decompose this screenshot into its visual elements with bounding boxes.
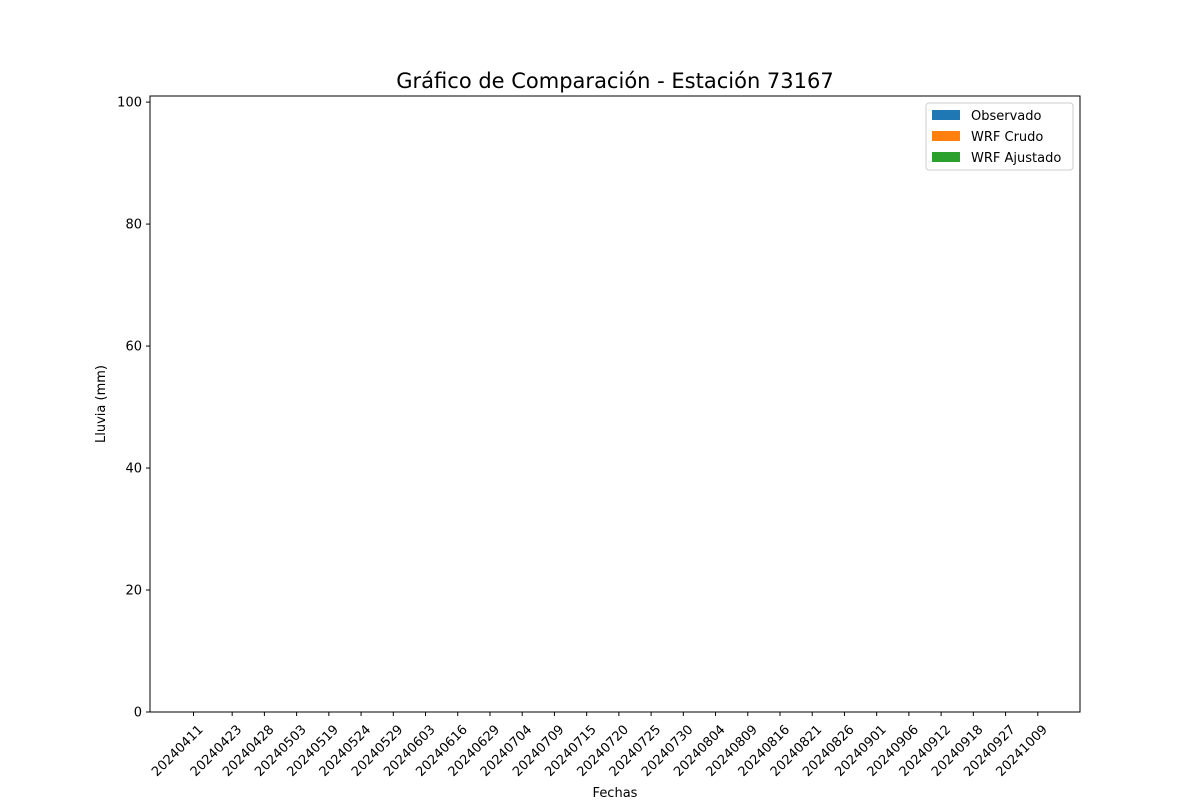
legend-box: [925, 102, 1074, 171]
legend-swatch: [932, 110, 960, 120]
legend-swatch: [932, 131, 960, 141]
legend-swatch: [932, 152, 960, 162]
chart-title: Gráfico de Comparación - Estación 73167: [396, 69, 833, 93]
y-tick-label: 100: [117, 96, 142, 111]
plot-frame: [149, 95, 1081, 713]
legend-label: WRF Crudo: [971, 130, 1043, 145]
y-tick-label: 0: [134, 706, 142, 721]
y-tick-label: 20: [125, 584, 142, 599]
x-axis: 2024041120240423202404282024050320240519…: [149, 712, 1051, 780]
legend-label: WRF Ajustado: [971, 151, 1061, 166]
y-tick-label: 80: [125, 218, 142, 233]
legend-label: Observado: [971, 109, 1042, 124]
x-axis-title: Fechas: [593, 786, 638, 800]
y-axis-title: Lluvia (mm): [94, 365, 109, 443]
y-axis: 0 20 40 60 80 100: [117, 96, 150, 721]
y-tick-label: 60: [125, 340, 142, 355]
legend: Observado WRF Crudo WRF Ajustado: [925, 102, 1074, 171]
y-tick-label: 40: [125, 462, 142, 477]
